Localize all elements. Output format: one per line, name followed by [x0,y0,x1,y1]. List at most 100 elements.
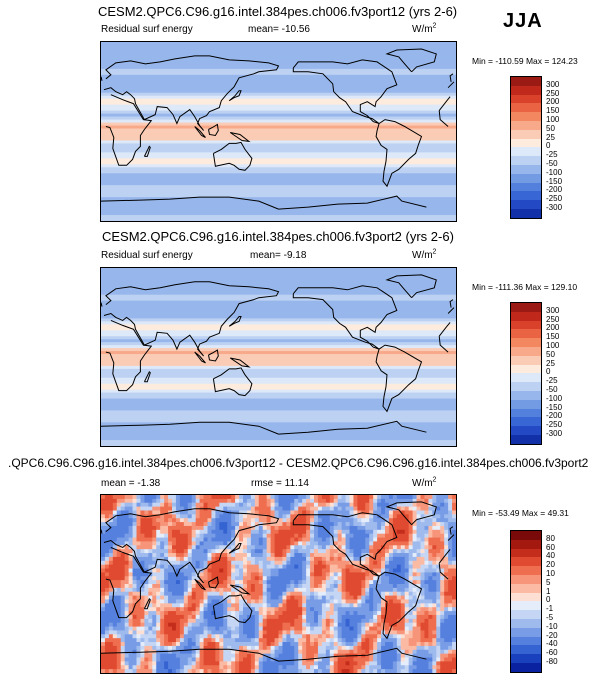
colorbar-swatch [511,601,541,611]
field-cell [128,603,134,608]
field-cell [156,665,161,670]
field-cell [246,560,252,566]
field-cell [132,669,137,673]
field-cell [270,634,276,639]
field-cell [195,622,201,628]
field-cell [266,514,272,519]
field-cell [452,595,456,600]
field-cell [448,657,453,662]
field-cell [436,661,441,666]
field-cell [396,498,402,504]
field-cell [420,525,425,531]
field-cell [317,595,323,600]
field-cell [325,599,331,604]
field-cell [286,661,291,666]
field-cell [156,599,161,604]
field-cell [211,584,216,589]
field-cell [420,587,425,593]
field-cell [239,622,244,628]
field-cell [365,564,370,570]
field-cell [341,553,347,558]
field-cell [152,657,157,662]
field-cell [191,576,197,581]
field-cell [179,638,185,643]
field-cell [440,545,445,550]
field-cell [428,514,433,519]
field-cell [286,553,291,558]
field-cell [329,649,335,655]
field-cell [266,661,272,666]
field-cell [231,541,236,546]
field-cell [424,603,429,608]
field-cell [325,584,331,589]
field-cell [243,495,248,500]
field-cell [408,564,414,570]
field-cell [432,533,437,539]
field-cell [254,560,260,566]
field-cell [168,603,173,608]
field-cell [353,611,358,616]
field-cell [250,638,256,643]
field-cell [329,661,335,666]
field-cell [132,653,137,659]
field-cell [199,529,205,535]
field-cell [132,518,137,523]
field-cell [101,498,106,504]
field-cell [369,591,374,597]
field-cell [199,638,205,643]
field-cell [290,576,295,581]
field-cell [452,549,456,554]
field-cell [144,518,149,523]
field-cell [290,522,295,527]
field-cell [250,553,256,558]
field-cell [310,522,315,527]
field-cell [120,599,126,604]
field-cell [282,645,287,651]
field-cell [353,518,358,523]
field-cell [140,638,145,643]
field-cell [444,560,449,566]
field-cell [112,591,118,597]
field-cell [302,653,307,659]
field-cell [302,618,307,624]
field-cell [357,634,362,639]
field-cell [357,661,362,666]
field-cell [420,495,425,500]
field-cell [396,560,402,566]
field-cell [416,495,421,500]
field-cell [243,545,248,550]
field-cell [120,553,126,558]
field-cell [168,576,173,581]
field-cell [448,522,453,527]
field-cell [392,576,398,581]
field-cell [172,537,177,542]
field-cell [365,669,370,673]
field-cell [278,611,283,616]
field-cell [108,657,114,662]
field-cell [333,595,339,600]
field-cell [396,599,402,604]
field-cell [290,626,295,631]
panel2-mean-label: mean= -9.18 [250,250,307,261]
field-cell [227,665,232,670]
field-cell [306,502,311,508]
field-cell [452,614,456,620]
field-cell [227,603,232,608]
field-cell [369,603,374,608]
field-cell [148,622,153,628]
field-cell [179,611,185,616]
field-cell [270,626,276,631]
field-cell [388,514,394,519]
field-cell [282,537,287,542]
field-cell [112,518,118,523]
colorbar-swatch [511,574,541,584]
field-cell [120,622,126,628]
field-cell [235,618,240,624]
field-cell [179,514,185,519]
field-cell [278,580,283,585]
field-cell [152,630,157,635]
field-cell [392,560,398,566]
field-cell [353,591,358,597]
field-cell [235,560,240,566]
field-cell [424,556,429,562]
